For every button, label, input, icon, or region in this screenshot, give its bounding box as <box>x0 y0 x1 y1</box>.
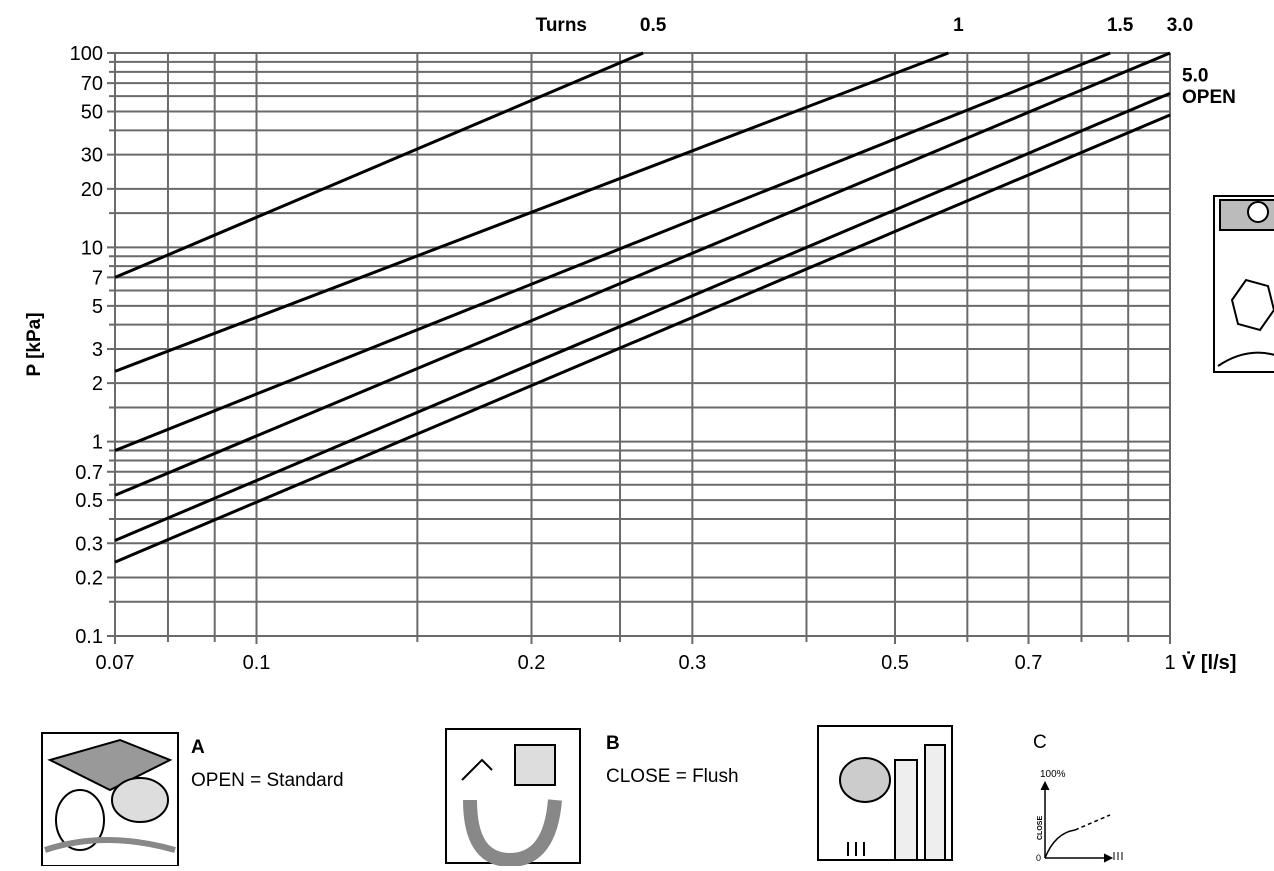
panel-letter: A <box>191 737 205 758</box>
x-axis-label: V̇ [l/s] <box>1182 650 1236 674</box>
x-tick-label: 0.2 <box>518 652 546 674</box>
y-tick-label: 3 <box>92 339 103 361</box>
x-tick-label: 0.1 <box>243 652 271 674</box>
graph-c-origin: 0 <box>1036 853 1041 863</box>
x-tick-label: 1 <box>1164 652 1175 674</box>
y-tick-label: 10 <box>81 237 103 259</box>
y-tick-label: 0.7 <box>75 462 103 484</box>
y-tick-label: 0.1 <box>75 626 103 648</box>
turns-label: Turns <box>536 15 587 36</box>
series-line <box>114 113 1171 564</box>
y-tick-label: 7 <box>92 267 103 289</box>
series-line <box>114 51 949 373</box>
legend-label: 5.0 <box>1182 65 1208 86</box>
y-tick-label: 100 <box>70 43 103 65</box>
y-tick-label: 50 <box>81 102 103 124</box>
series-line <box>114 51 1111 452</box>
valve-illustration <box>1213 195 1274 373</box>
panel-letter: B <box>606 733 620 754</box>
illustration-c <box>817 725 953 861</box>
panel-text: CLOSE = Flush <box>606 766 739 787</box>
y-tick-label: 1 <box>92 432 103 454</box>
x-tick-label: 0.7 <box>1015 652 1043 674</box>
y-tick-label: 0.3 <box>75 533 103 555</box>
legend-label: OPEN <box>1182 87 1236 108</box>
legend-label: 1.5 <box>1107 15 1134 36</box>
x-tick-label: 0.5 <box>881 652 909 674</box>
illustration-a <box>41 732 179 867</box>
y-tick-label: 2 <box>92 373 103 395</box>
graph-c-top: 100% <box>1040 769 1066 780</box>
y-tick-label: 0.5 <box>75 490 103 512</box>
y-tick-label: 20 <box>81 179 103 201</box>
legend-label: 3.0 <box>1167 15 1193 36</box>
x-tick-label: 0.3 <box>678 652 706 674</box>
illustration-b <box>445 728 581 868</box>
legend-label: 0.5 <box>640 15 667 36</box>
y-tick-label: 0.2 <box>75 567 103 589</box>
panel-text: OPEN = Standard <box>191 770 344 791</box>
panel-letter: C <box>1033 732 1047 753</box>
series-line <box>114 91 1171 542</box>
series-line <box>114 51 1171 497</box>
y-tick-label: 5 <box>92 296 103 318</box>
legend-label: 1 <box>953 15 964 36</box>
y-axis-label: P [kPa] <box>24 312 45 376</box>
x-tick-label: 0.07 <box>96 652 135 674</box>
graph-c-axis: CLOSE <box>1037 816 1044 840</box>
y-tick-label: 70 <box>81 73 103 95</box>
series-line <box>114 51 644 279</box>
graph-c <box>1040 780 1123 863</box>
y-tick-label: 30 <box>81 145 103 167</box>
